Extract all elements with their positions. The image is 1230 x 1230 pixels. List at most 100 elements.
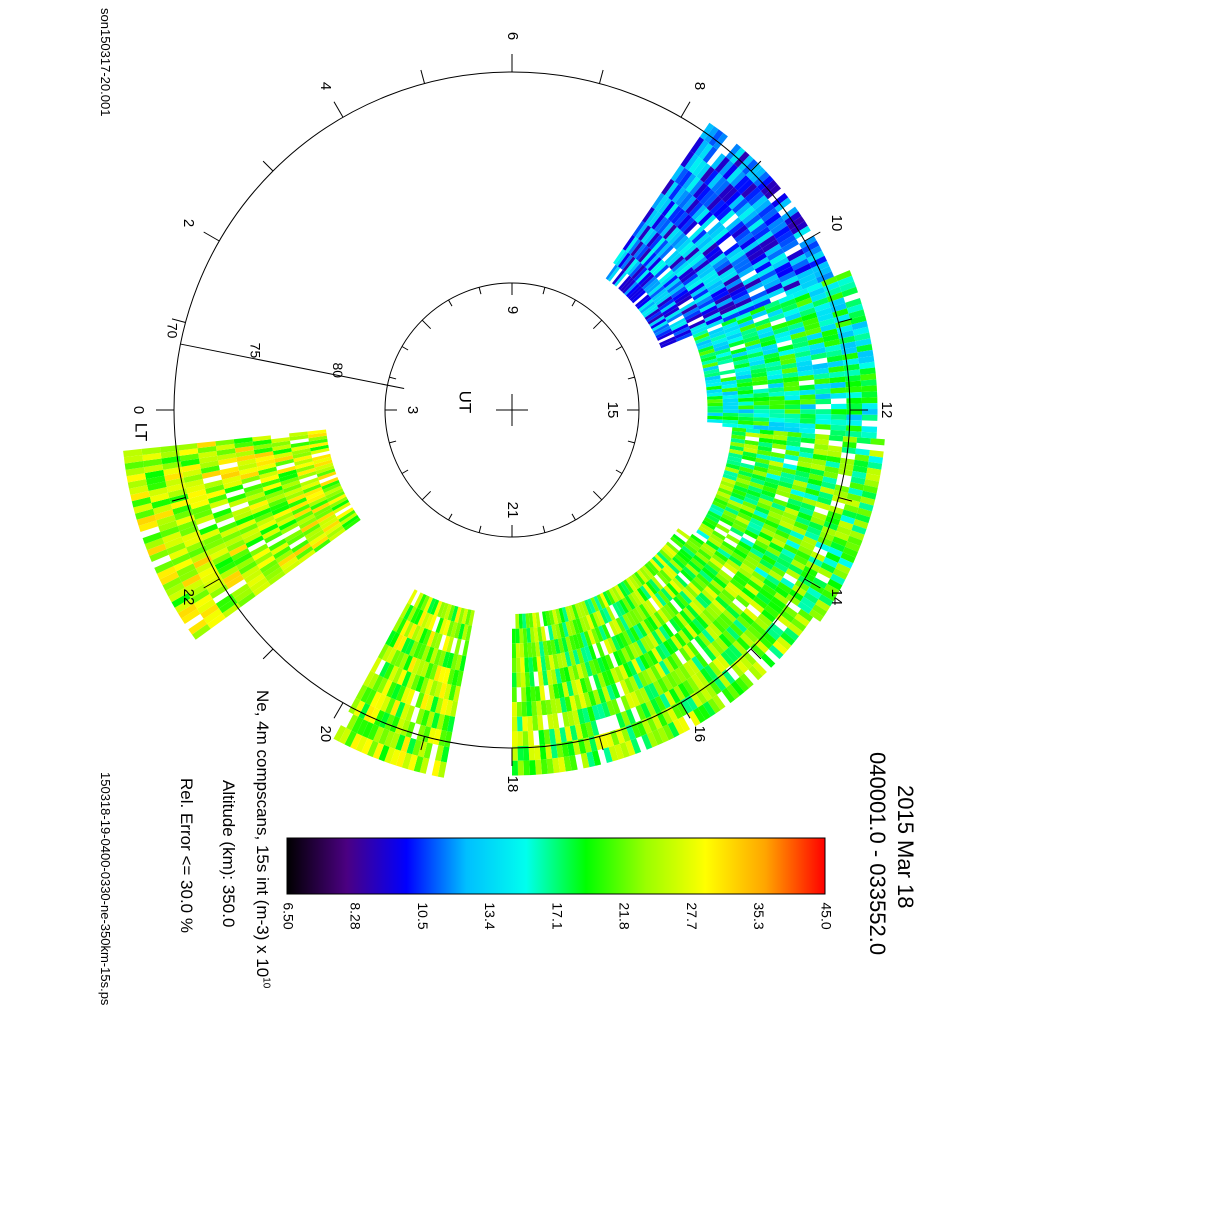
data-cell xyxy=(724,506,739,516)
ut-axis-label: UT xyxy=(456,391,475,414)
data-cell xyxy=(719,304,737,316)
data-cell xyxy=(797,364,813,372)
data-cell xyxy=(824,344,842,353)
data-cell xyxy=(815,388,831,395)
data-cell xyxy=(667,205,682,222)
data-cell xyxy=(814,378,830,385)
data-cell xyxy=(635,245,649,261)
data-cell xyxy=(291,503,311,516)
data-cell xyxy=(653,323,670,334)
data-cell xyxy=(733,619,748,633)
data-cell xyxy=(789,253,807,267)
data-cell xyxy=(308,496,327,508)
data-cell xyxy=(722,473,737,482)
data-cell xyxy=(630,241,644,257)
data-cell xyxy=(390,683,402,700)
data-cell xyxy=(643,684,655,701)
data-cell xyxy=(696,163,711,180)
data-cell xyxy=(643,635,656,650)
data-cell xyxy=(781,362,797,370)
data-cell xyxy=(806,526,822,537)
data-cell xyxy=(737,473,752,482)
data-cell xyxy=(749,359,766,367)
data-cell xyxy=(676,238,692,253)
data-cell xyxy=(261,478,281,488)
data-cell xyxy=(434,697,444,714)
data-cell xyxy=(748,521,763,532)
data-cell xyxy=(786,436,802,443)
data-cell xyxy=(732,574,748,588)
data-cell xyxy=(592,689,602,705)
data-cell xyxy=(254,451,274,459)
data-cell xyxy=(198,455,218,464)
data-cell xyxy=(198,450,218,459)
data-cell xyxy=(429,680,439,697)
data-cell xyxy=(803,565,818,578)
data-cell xyxy=(675,189,690,206)
data-cell xyxy=(163,466,183,476)
data-cell xyxy=(578,693,587,709)
data-cell xyxy=(640,301,656,314)
data-cell xyxy=(738,305,756,316)
data-cell xyxy=(654,195,669,212)
data-cell xyxy=(726,332,743,341)
data-cell xyxy=(662,623,675,638)
data-cell xyxy=(432,728,442,746)
data-cell xyxy=(692,182,708,199)
data-cell xyxy=(665,226,681,243)
data-cell xyxy=(717,358,734,366)
data-cell xyxy=(809,582,825,595)
data-cell xyxy=(430,599,440,615)
data-cell xyxy=(171,593,191,608)
data-cell xyxy=(407,589,418,605)
data-cell xyxy=(268,538,287,552)
data-cell xyxy=(754,566,769,579)
data-cell xyxy=(393,633,404,650)
data-cell xyxy=(396,635,408,652)
data-cell xyxy=(275,549,294,564)
data-cell xyxy=(622,662,633,678)
data-cell xyxy=(222,602,241,618)
data-cell xyxy=(228,543,248,557)
data-cell xyxy=(454,654,463,671)
data-cell xyxy=(828,435,844,442)
data-cell xyxy=(831,494,847,504)
data-cell xyxy=(325,488,344,500)
data-cell xyxy=(670,536,684,549)
data-cell xyxy=(740,536,755,548)
data-cell xyxy=(294,458,313,466)
data-cell xyxy=(580,723,589,739)
data-cell xyxy=(564,726,573,742)
data-cell xyxy=(642,276,657,290)
data-cell xyxy=(719,483,734,492)
data-cell xyxy=(765,360,782,368)
data-cell xyxy=(784,454,799,462)
data-cell xyxy=(656,571,670,586)
data-cell xyxy=(735,515,750,526)
data-cell xyxy=(853,459,869,468)
data-cell xyxy=(685,604,699,619)
data-cell xyxy=(800,570,816,583)
data-cell xyxy=(231,506,251,517)
data-cell xyxy=(370,691,382,708)
data-cell xyxy=(849,482,865,491)
data-cell xyxy=(682,273,699,286)
data-cell xyxy=(154,509,174,521)
data-cell xyxy=(411,625,421,641)
data-cell xyxy=(284,529,303,543)
lt-label: 22 xyxy=(180,589,197,606)
data-cell xyxy=(704,664,718,680)
data-cell xyxy=(654,325,671,337)
data-cell xyxy=(512,746,518,761)
data-cell xyxy=(234,441,254,449)
data-cell xyxy=(735,261,753,275)
data-cell xyxy=(718,633,733,648)
data-cell xyxy=(862,484,878,494)
data-cell xyxy=(540,626,547,642)
data-cell xyxy=(644,278,659,293)
data-cell xyxy=(356,719,369,736)
data-cell xyxy=(671,232,686,248)
data-cell xyxy=(670,286,687,299)
data-cell xyxy=(712,619,726,634)
ut-tick xyxy=(448,299,453,307)
